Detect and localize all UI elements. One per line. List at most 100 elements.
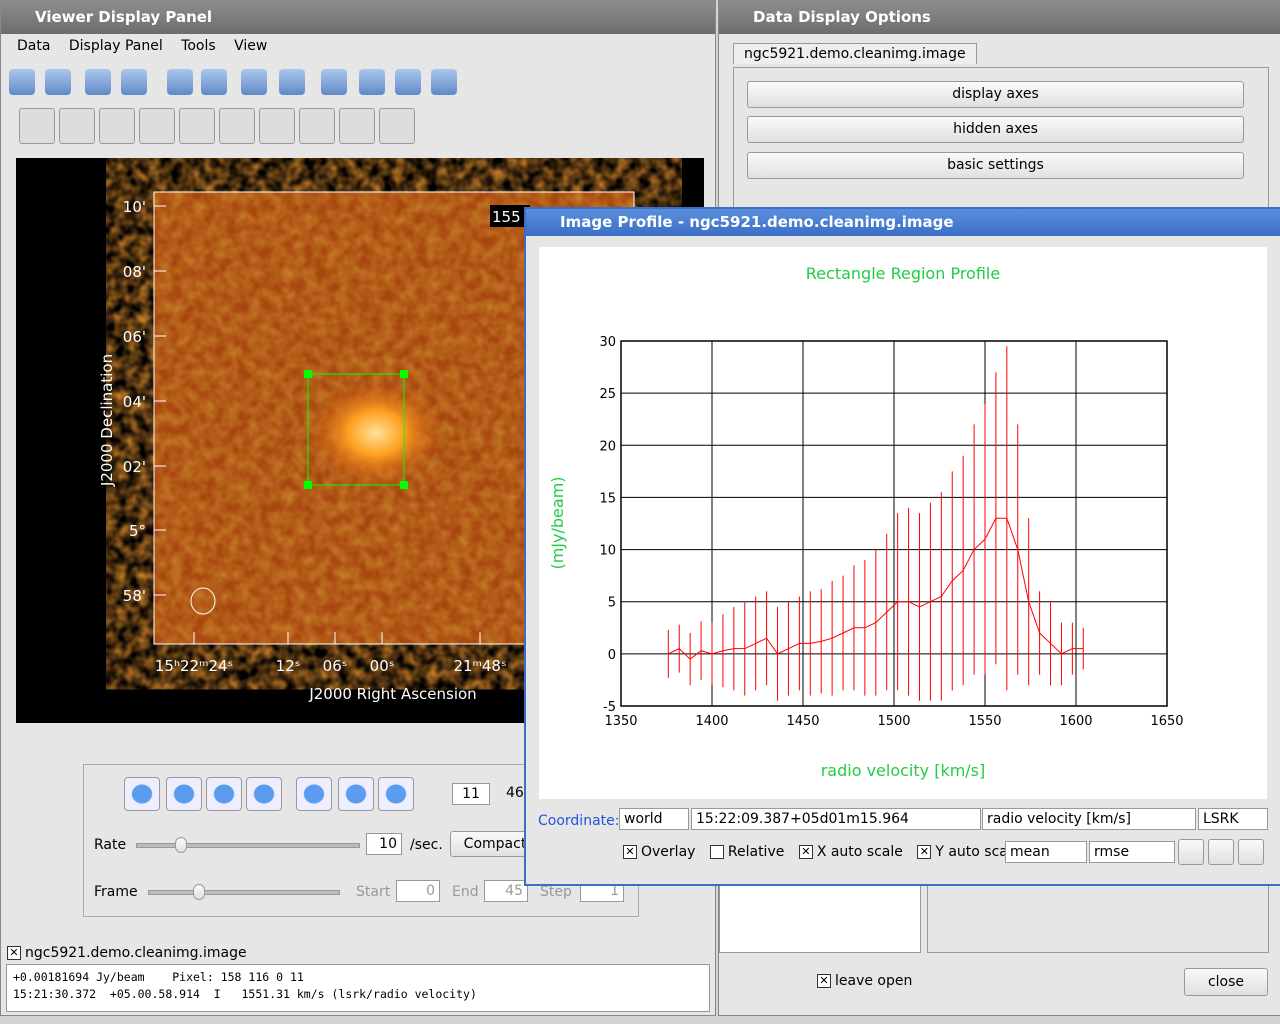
tracking-box: +0.00181694 Jy/beam Pixel: 158 116 0 11 … [6,964,710,1012]
tool-button[interactable] [179,108,215,144]
region-handle[interactable] [304,370,312,378]
player-button[interactable] [338,777,374,811]
dec-tick-label: 58' [123,587,146,605]
icon-button[interactable] [1238,839,1264,865]
tool-button[interactable] [241,69,267,95]
tool-button[interactable] [201,69,227,95]
profile-chart: Rectangle Region Profile radio velocity … [539,247,1267,799]
section-button[interactable]: hidden axes [747,116,1244,143]
tool-button[interactable] [321,69,347,95]
x-tick-label: 1400 [695,714,728,729]
toolbar [19,106,419,144]
menu-item[interactable]: Tools [181,38,216,54]
checkbox[interactable]: ✕ [917,845,932,859]
tool-button[interactable] [45,69,71,95]
profile-window: Image Profile - ngc5921.demo.cleanimg.im… [524,207,1280,886]
label: Start [356,884,391,900]
icon-button[interactable] [1178,839,1204,865]
menu-item[interactable]: Data [17,38,51,54]
label: Coordinate: [538,813,620,829]
dec-tick-label: 06' [123,328,146,346]
tool-button[interactable] [339,108,375,144]
section-button[interactable]: basic settings [747,152,1244,179]
section-button[interactable]: display axes [747,81,1244,108]
position-field[interactable]: 15:22:09.387+05d01m15.964 [691,808,981,830]
tool-button[interactable] [299,108,335,144]
player-button[interactable] [296,777,332,811]
dropdown[interactable]: LSRK [1198,808,1268,830]
close-icon[interactable]: ✕ [7,946,21,960]
rate-field[interactable]: 10 [366,833,402,855]
x-tick-label: 1600 [1059,714,1092,729]
frame-field[interactable]: 11 [452,783,490,805]
label: Rate [94,837,127,853]
checkbox[interactable]: ✕ [623,845,637,859]
y-tick-label: 20 [599,439,616,454]
region-handle[interactable] [400,370,408,378]
tool-button[interactable] [9,69,35,95]
tool-button[interactable] [219,108,255,144]
x-tick-label: 1650 [1150,714,1183,729]
x-tick-label: 1550 [968,714,1001,729]
title-bar: Viewer Display Panel [1,1,715,34]
region-handle[interactable] [400,481,408,489]
checkbox[interactable] [709,845,724,859]
label: leave open [835,973,913,989]
slider[interactable] [148,884,340,900]
tool-button[interactable] [121,69,147,95]
y-tick-label: 10 [599,544,616,559]
region-handle[interactable] [304,481,312,489]
dropdown[interactable]: rmse [1089,841,1175,863]
start-field[interactable]: 0 [396,880,440,902]
slider[interactable] [136,837,360,853]
icon-button[interactable] [1208,839,1234,865]
plot-frame [620,340,1168,707]
region[interactable] [307,373,405,486]
slider-handle[interactable] [193,884,205,900]
dropdown[interactable]: radio velocity [km/s] [982,808,1196,830]
player-button[interactable] [378,777,414,811]
tool-button[interactable] [19,108,55,144]
dec-tick-label: 08' [123,263,146,281]
tool-button[interactable] [59,108,95,144]
tool-button[interactable] [99,108,135,144]
tool-button[interactable] [139,108,175,144]
frame-total: 46 [506,785,524,801]
end-field[interactable]: 45 [484,880,528,902]
tool-button[interactable] [259,108,295,144]
ra-tick-label: 00ˢ [370,657,395,675]
tool-button[interactable] [431,69,457,95]
y-tick-label: 5 [608,596,616,611]
corner-text: 155 [492,208,521,226]
player-button[interactable] [206,777,242,811]
tool-button[interactable] [359,69,385,95]
label-box [490,205,530,227]
player-button[interactable] [246,777,282,811]
tool-button[interactable] [279,69,305,95]
label: End [452,884,479,900]
label: /sec. [410,837,443,853]
checkbox[interactable]: ✕ [798,845,813,859]
title-bar: Data Display Options [719,1,1280,34]
chart-title: Rectangle Region Profile [806,264,1000,283]
leave-open[interactable]: ✕ leave open [817,973,912,989]
tool-button[interactable] [85,69,111,95]
label: Frame [94,884,138,900]
dropdown[interactable]: world [619,808,689,830]
tool-button[interactable] [379,108,415,144]
player-button[interactable] [124,777,160,811]
dec-tick-label: 04' [123,393,146,411]
menu-item[interactable]: View [234,38,268,54]
tool-button[interactable] [167,69,193,95]
tab[interactable]: ngc5921.demo.cleanimg.image [733,43,977,64]
dropdown[interactable]: mean [1005,841,1087,863]
checkbox[interactable]: ✕ [817,974,831,988]
close-button[interactable]: close [1184,968,1268,996]
label: Y auto scale [935,844,1021,860]
label: Step [540,884,572,900]
menu-item[interactable]: Display Panel [68,38,163,54]
slider-handle[interactable] [175,837,187,853]
y-tick-label: 0 [608,648,616,663]
tool-button[interactable] [395,69,421,95]
player-button[interactable] [166,777,202,811]
